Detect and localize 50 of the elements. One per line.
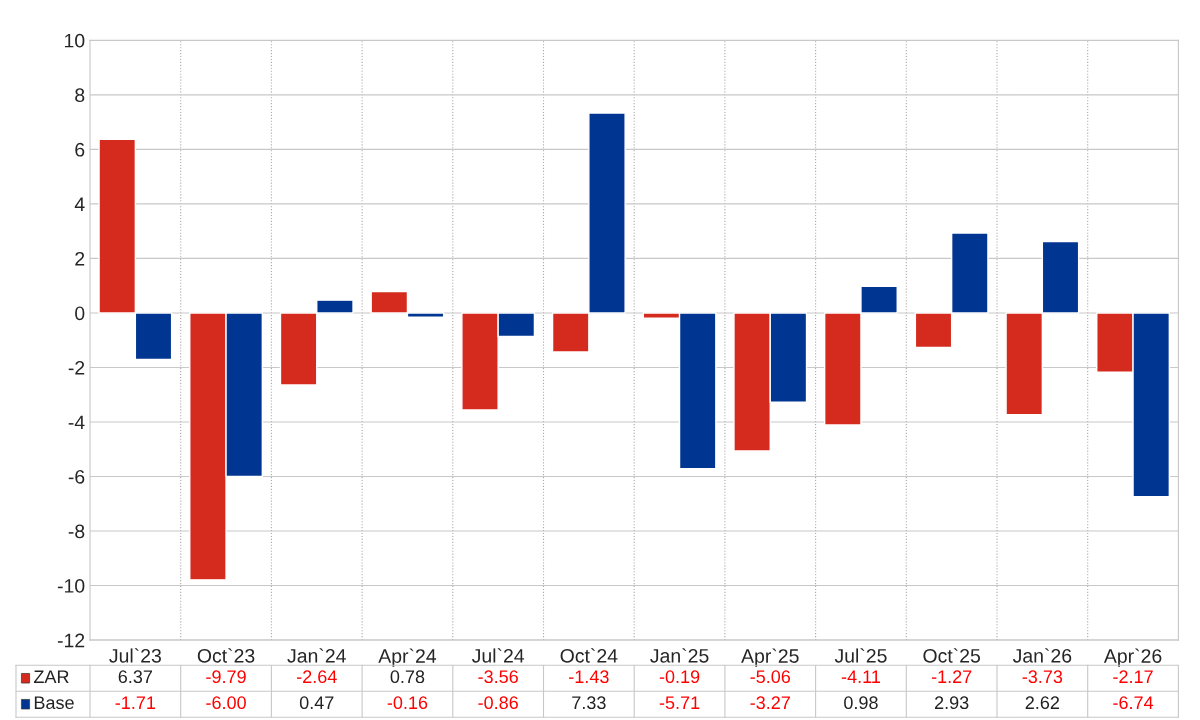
- data-label: 0.47: [299, 696, 334, 710]
- x-tick-label: Apr`26: [1103, 648, 1162, 667]
- data-label: -3.73: [1022, 670, 1063, 684]
- data-label: -9.79: [206, 670, 246, 684]
- x-tick-label: Jul`24: [471, 648, 525, 663]
- data-label: -6.00: [206, 696, 246, 710]
- y-tick-label: -12: [57, 633, 85, 648]
- data-label: 6.37: [118, 670, 153, 684]
- data-label: -0.16: [387, 696, 428, 710]
- data-label: -5.71: [659, 696, 700, 710]
- data-label: -3.27: [750, 696, 790, 710]
- x-tick-label: Jan`26: [1012, 648, 1072, 663]
- y-tick-label: 8: [75, 88, 85, 103]
- data-label: 2.62: [1025, 696, 1060, 710]
- x-tick-label: Apr`25: [741, 648, 799, 667]
- data-label: 7.33: [572, 696, 606, 710]
- data-label: 0.98: [844, 696, 878, 710]
- legend-label: ZAR: [33, 670, 69, 683]
- y-tick-label: 0: [75, 306, 85, 321]
- data-label: -1.43: [569, 670, 609, 684]
- y-tick-label: 4: [74, 197, 85, 211]
- data-label: -6.74: [1113, 696, 1154, 710]
- y-tick-label: -8: [68, 524, 85, 539]
- y-tick-label: -4: [68, 415, 85, 430]
- y-tick-label: -2: [68, 360, 85, 375]
- y-tick-label: -10: [57, 579, 85, 593]
- y-tick-label: 6: [75, 142, 85, 157]
- data-label: -1.71: [115, 696, 156, 709]
- y-tick-label: 2: [75, 251, 85, 266]
- legend-label: Base: [34, 696, 74, 710]
- data-label: -2.64: [296, 670, 337, 684]
- data-label: -0.19: [659, 670, 700, 684]
- data-label: -5.06: [750, 670, 791, 684]
- y-tick-label: 10: [65, 33, 85, 48]
- x-tick-label: Oct`24: [560, 648, 618, 663]
- data-label: -2.17: [1113, 670, 1153, 683]
- x-tick-label: Jan`25: [650, 648, 709, 663]
- x-tick-label: Oct`25: [923, 648, 981, 663]
- x-tick-label: Jul`23: [109, 648, 161, 663]
- data-label: -3.56: [478, 670, 518, 684]
- data-label: -1.27: [931, 670, 972, 683]
- x-tick-label: Oct`23: [197, 648, 255, 663]
- y-tick-label: -6: [68, 469, 85, 484]
- data-label: 0.78: [390, 670, 425, 684]
- x-tick-label: Jan`24: [287, 648, 346, 663]
- x-tick-label: Apr`24: [378, 648, 437, 667]
- x-tick-label: Jul`25: [834, 648, 887, 663]
- data-label: -0.86: [478, 696, 518, 710]
- data-label: 2.93: [934, 696, 969, 710]
- data-label: -4.11: [841, 670, 880, 683]
